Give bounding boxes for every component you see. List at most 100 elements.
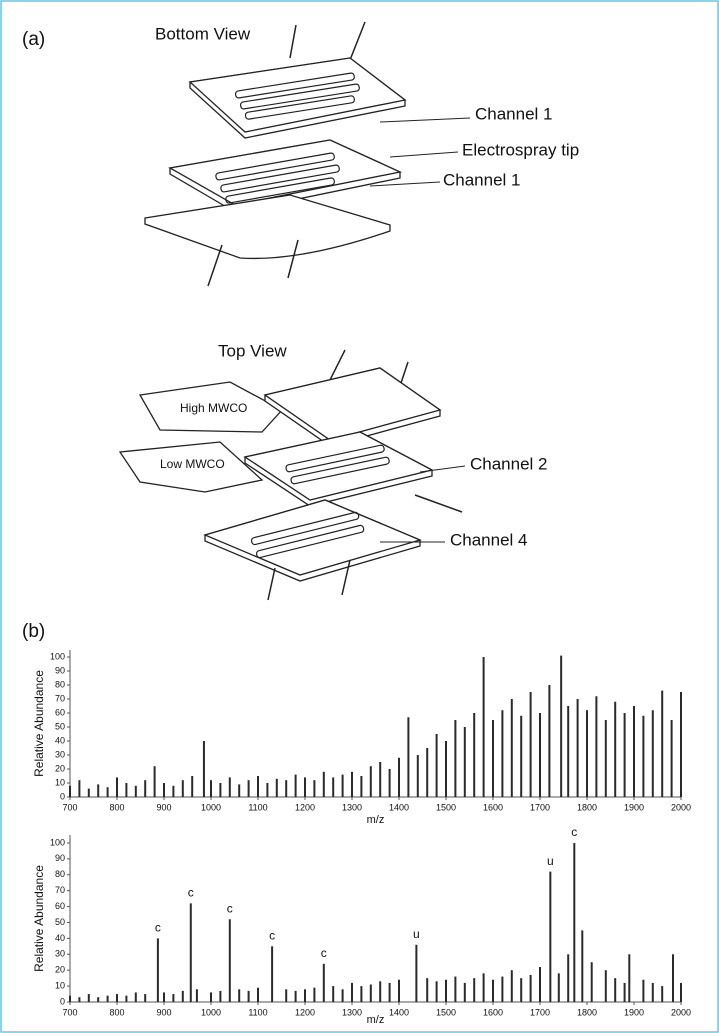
x-tick-label: 1900 bbox=[624, 1007, 644, 1017]
y-tick-label: 90 bbox=[55, 853, 65, 863]
y-tick-label: 0 bbox=[60, 791, 65, 801]
y-tick-label: 40 bbox=[55, 735, 65, 745]
x-tick-label: 1400 bbox=[389, 1007, 409, 1017]
y-tick-label: 90 bbox=[55, 665, 65, 675]
slot bbox=[234, 72, 355, 99]
part-label: Low MWCO bbox=[160, 457, 225, 471]
x-tick-label: 1700 bbox=[530, 1007, 550, 1017]
x-tick-label: 1400 bbox=[389, 802, 409, 812]
y-tick-label: 100 bbox=[50, 651, 65, 661]
x-tick-label: 1200 bbox=[295, 802, 315, 812]
x-tick-label: 1100 bbox=[248, 1007, 267, 1017]
x-tick-label: 900 bbox=[156, 1007, 171, 1017]
y-tick-label: 20 bbox=[55, 965, 65, 975]
part-label: Channel 1 bbox=[475, 104, 553, 123]
slot bbox=[250, 511, 360, 546]
plate bbox=[188, 57, 407, 133]
x-axis-label: m/z bbox=[367, 814, 385, 826]
y-axis-label: Relative Abundance bbox=[32, 865, 46, 972]
x-tick-label: 1900 bbox=[624, 802, 644, 812]
x-tick-label: 1800 bbox=[577, 802, 597, 812]
membrane bbox=[138, 381, 284, 433]
slot bbox=[255, 524, 365, 559]
x-tick-label: 1600 bbox=[483, 1007, 503, 1017]
y-tick-label: 60 bbox=[55, 707, 65, 717]
peak-annotation: c bbox=[321, 946, 327, 960]
y-tick-label: 100 bbox=[50, 837, 65, 847]
part-label: Electrospray tip bbox=[462, 140, 579, 159]
x-tick-label: 900 bbox=[156, 802, 171, 812]
x-tick-label: 2000 bbox=[671, 802, 691, 812]
leader-line bbox=[389, 151, 459, 158]
peak-annotation: c bbox=[571, 825, 577, 839]
y-tick-label: 70 bbox=[55, 693, 65, 703]
x-tick-label: 1800 bbox=[577, 1007, 597, 1017]
y-tick-label: 10 bbox=[55, 980, 65, 990]
part-label: Channel 4 bbox=[450, 530, 528, 549]
x-tick-label: 700 bbox=[62, 1007, 77, 1017]
leader-line bbox=[379, 117, 471, 123]
wire bbox=[287, 239, 299, 279]
slot bbox=[220, 164, 340, 193]
part-label: High MWCO bbox=[180, 401, 247, 415]
y-tick-label: 70 bbox=[55, 885, 65, 895]
y-tick-label: 50 bbox=[55, 917, 65, 927]
peak-annotation: c bbox=[227, 901, 233, 915]
part-label: Channel 2 bbox=[470, 454, 548, 473]
y-axis-label: Relative Abundance bbox=[32, 670, 46, 777]
y-tick-label: 40 bbox=[55, 933, 65, 943]
peak-annotation: u bbox=[413, 927, 420, 941]
x-tick-label: 1300 bbox=[342, 802, 362, 812]
slot bbox=[215, 152, 335, 181]
x-tick-label: 1000 bbox=[201, 1007, 221, 1017]
slot bbox=[290, 456, 390, 485]
peak-annotation: c bbox=[269, 929, 275, 943]
wire bbox=[329, 349, 346, 381]
leader-line bbox=[369, 181, 441, 187]
membrane bbox=[118, 441, 264, 493]
leader-line bbox=[419, 465, 466, 473]
wire bbox=[414, 494, 463, 513]
slot bbox=[244, 95, 355, 120]
y-tick-label: 80 bbox=[55, 869, 65, 879]
part-label: Channel 1 bbox=[443, 170, 521, 189]
y-tick-label: 30 bbox=[55, 949, 65, 959]
y-tick-label: 20 bbox=[55, 763, 65, 773]
slot bbox=[285, 444, 385, 473]
wire bbox=[207, 244, 223, 287]
x-tick-label: 700 bbox=[62, 802, 77, 812]
x-axis-label: m/z bbox=[367, 1014, 385, 1026]
plate bbox=[144, 194, 391, 260]
peak-annotation: c bbox=[188, 886, 194, 900]
peak-annotation: u bbox=[547, 854, 554, 868]
plate bbox=[168, 139, 403, 206]
panel-label: (a) bbox=[22, 29, 45, 50]
x-tick-label: 800 bbox=[109, 1007, 124, 1017]
plate-stack-bottom bbox=[144, 21, 471, 287]
x-tick-label: 1000 bbox=[201, 802, 221, 812]
plate-stack-top bbox=[118, 349, 466, 601]
view-title: Bottom View bbox=[155, 24, 251, 43]
x-tick-label: 800 bbox=[109, 802, 124, 812]
wire bbox=[289, 24, 297, 59]
y-tick-label: 30 bbox=[55, 749, 65, 759]
x-tick-label: 1600 bbox=[483, 802, 503, 812]
y-tick-label: 60 bbox=[55, 901, 65, 911]
slot bbox=[225, 177, 335, 204]
y-tick-label: 0 bbox=[60, 996, 65, 1006]
y-tick-label: 50 bbox=[55, 721, 65, 731]
y-tick-label: 10 bbox=[55, 777, 65, 787]
slot bbox=[239, 83, 360, 110]
panel-label: (b) bbox=[22, 621, 45, 642]
x-tick-label: 1700 bbox=[530, 802, 550, 812]
x-tick-label: 1300 bbox=[342, 1007, 362, 1017]
plate bbox=[263, 367, 442, 441]
x-tick-label: 2000 bbox=[671, 1007, 691, 1017]
view-title: Top View bbox=[218, 341, 287, 360]
wire bbox=[341, 559, 351, 596]
wire bbox=[267, 567, 276, 601]
x-tick-label: 1500 bbox=[436, 1007, 456, 1017]
peak-annotation: c bbox=[155, 921, 161, 935]
x-tick-label: 1100 bbox=[248, 802, 267, 812]
x-tick-label: 1500 bbox=[436, 802, 456, 812]
